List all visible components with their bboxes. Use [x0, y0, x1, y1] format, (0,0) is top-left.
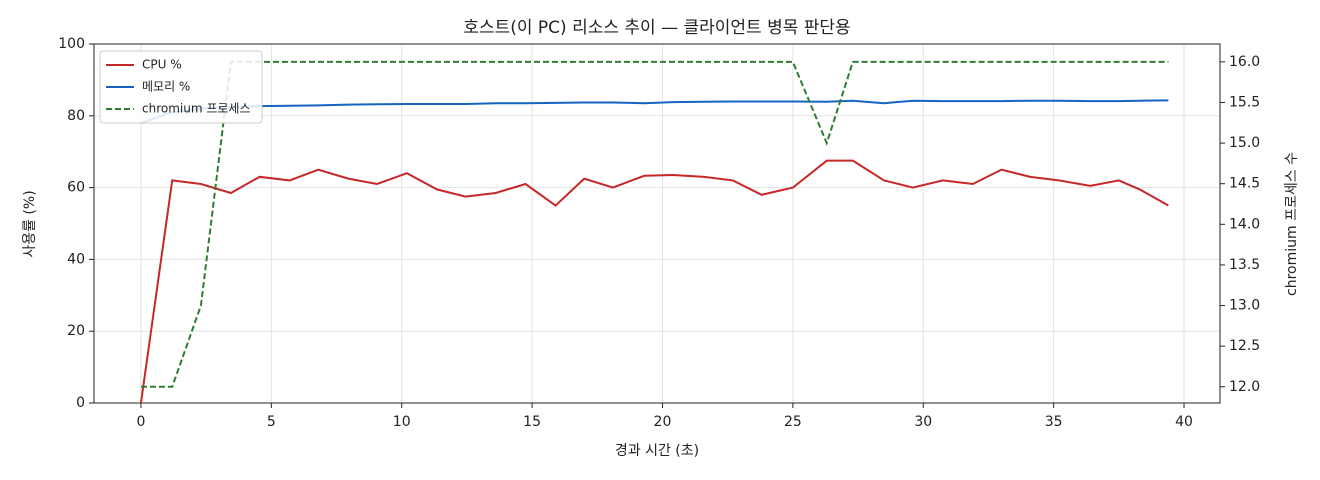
y-tick-label: 100 [58, 36, 85, 52]
y2-tick-label: 13.0 [1229, 298, 1260, 314]
line-series [139, 159, 1169, 404]
y2-tick-label: 12.5 [1229, 338, 1260, 354]
y-tick-label: 40 [67, 251, 85, 267]
y2-tick-label: 14.5 [1229, 176, 1260, 192]
y-axis-label: 사용률 (%) [22, 190, 38, 257]
y2-axis-label: chromium 프로세스 수 [1284, 152, 1300, 296]
x-tick-label: 20 [654, 414, 672, 430]
x-tick-label: 40 [1175, 414, 1193, 430]
x-tick-label: 25 [784, 414, 802, 430]
x-tick-label: 30 [914, 414, 932, 430]
legend-box [99, 50, 263, 124]
y2-tick-label: 13.5 [1229, 257, 1260, 273]
legend-label: 메모리 % [142, 80, 190, 94]
x-tick-label: 0 [136, 414, 145, 430]
y2-tick-label: 15.0 [1229, 135, 1260, 151]
y-tick-label: 80 [67, 108, 85, 124]
legend-label: CPU % [142, 58, 182, 72]
y-tick-label: 60 [67, 180, 85, 196]
line-series [140, 99, 1169, 124]
plot-frame [93, 43, 1221, 404]
line-series [140, 60, 1169, 388]
x-tick-label: 5 [267, 414, 276, 430]
x-tick-label: 15 [523, 414, 541, 430]
x-tick-label: 35 [1045, 414, 1063, 430]
x-tick-label: 10 [393, 414, 411, 430]
y-tick-label: 20 [67, 323, 85, 339]
y-tick-label: 0 [76, 395, 85, 411]
y2-tick-label: 16.0 [1229, 54, 1260, 70]
x-axis-label: 경과 시간 (초) [615, 443, 699, 459]
y2-tick-label: 12.0 [1229, 379, 1260, 395]
chart-title: 호스트(이 PC) 리소스 추이 — 클라이언트 병목 판단용 [463, 18, 850, 38]
y2-tick-label: 14.0 [1229, 216, 1260, 232]
y2-tick-label: 15.5 [1229, 94, 1260, 110]
legend-label: chromium 프로세스 [142, 102, 251, 116]
